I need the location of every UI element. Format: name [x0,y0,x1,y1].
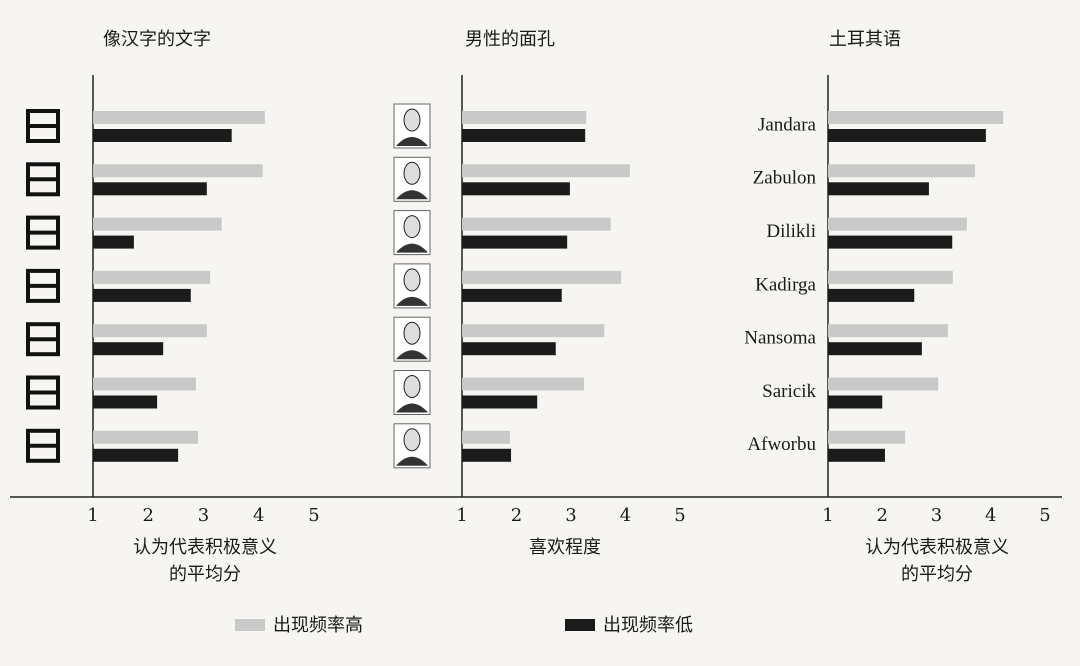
bar [828,430,906,444]
bar [828,448,885,462]
x-tick-label: 2 [511,505,522,526]
bar [828,342,922,356]
bar [93,448,179,462]
bar [462,324,605,338]
x-tick-label: 5 [674,505,685,526]
bar [462,288,562,302]
face-icon [403,215,421,239]
category-label: Nansoma [744,328,816,349]
bar [828,129,986,142]
bar [462,430,510,444]
bar [462,395,538,409]
x-axis-label: 认为代表积极意义 [133,537,277,558]
bar [828,270,953,284]
bar [462,164,630,178]
x-tick-label: 5 [1039,505,1050,526]
x-axis-label: 喜欢程度 [529,537,601,558]
x-tick-label: 5 [308,505,319,526]
bar [93,129,232,142]
category-label: Kadirga [755,274,816,295]
category-label: Dilikli [766,221,816,242]
bar [828,217,967,231]
legend-swatch [235,619,265,631]
bar [93,430,198,444]
bar [93,377,196,391]
x-tick-label: 3 [565,505,576,526]
x-tick-label: 1 [456,505,467,526]
x-tick-label: 4 [253,505,264,526]
bar [93,217,222,231]
x-tick-label: 3 [931,505,942,526]
category-label: Saricik [762,381,816,402]
legend-label: 出现频率低 [603,615,693,636]
bar [462,377,585,391]
panel-title: 男性的面孔 [465,29,555,50]
face-icon [396,137,428,146]
x-axis-label: 的平均分 [169,564,241,585]
x-tick-label: 3 [198,505,209,526]
face-icon [403,375,421,398]
x-axis-label: 的平均分 [901,564,973,585]
bar [93,235,134,249]
bar [93,288,191,302]
face-icon [396,350,428,360]
x-axis-label: 认为代表积极意义 [865,537,1009,558]
face-icon [396,190,428,200]
panel-title: 土耳其语 [829,29,901,50]
bar [828,235,953,249]
bar [462,182,570,196]
category-label: Afworbu [747,434,816,455]
bar [828,111,1004,124]
bar [462,235,568,249]
bar [462,217,611,231]
bar [462,111,587,124]
bar [93,182,207,196]
face-icon [403,268,421,292]
x-tick-label: 4 [985,505,996,526]
bar [462,129,586,142]
bar [93,111,265,124]
bar [462,448,512,462]
bar [93,270,211,284]
bar [828,182,929,196]
panel-title: 像汉字的文字 [103,29,211,50]
face-icon [396,456,428,466]
legend-swatch [565,619,595,631]
bar [462,342,556,356]
bar [828,377,939,391]
face-icon [403,428,421,452]
bar [93,164,263,178]
x-tick-label: 2 [877,505,888,526]
face-icon [403,108,421,132]
bar [93,395,158,409]
face-icon [403,161,421,185]
bar [828,395,883,409]
bar [93,342,164,356]
x-tick-label: 2 [143,505,154,526]
bar [462,270,622,284]
category-label: Jandara [758,114,817,135]
face-icon [396,403,428,413]
x-tick-label: 4 [620,505,631,526]
bar [828,324,948,338]
bar [93,324,207,338]
category-label: Zabulon [753,168,817,189]
bar [828,164,976,178]
legend-label: 出现频率高 [273,615,363,636]
face-icon [396,296,428,306]
face-icon [396,243,428,253]
face-icon [403,321,421,345]
bar [828,288,915,302]
x-tick-label: 1 [822,505,833,526]
x-tick-label: 1 [87,505,98,526]
